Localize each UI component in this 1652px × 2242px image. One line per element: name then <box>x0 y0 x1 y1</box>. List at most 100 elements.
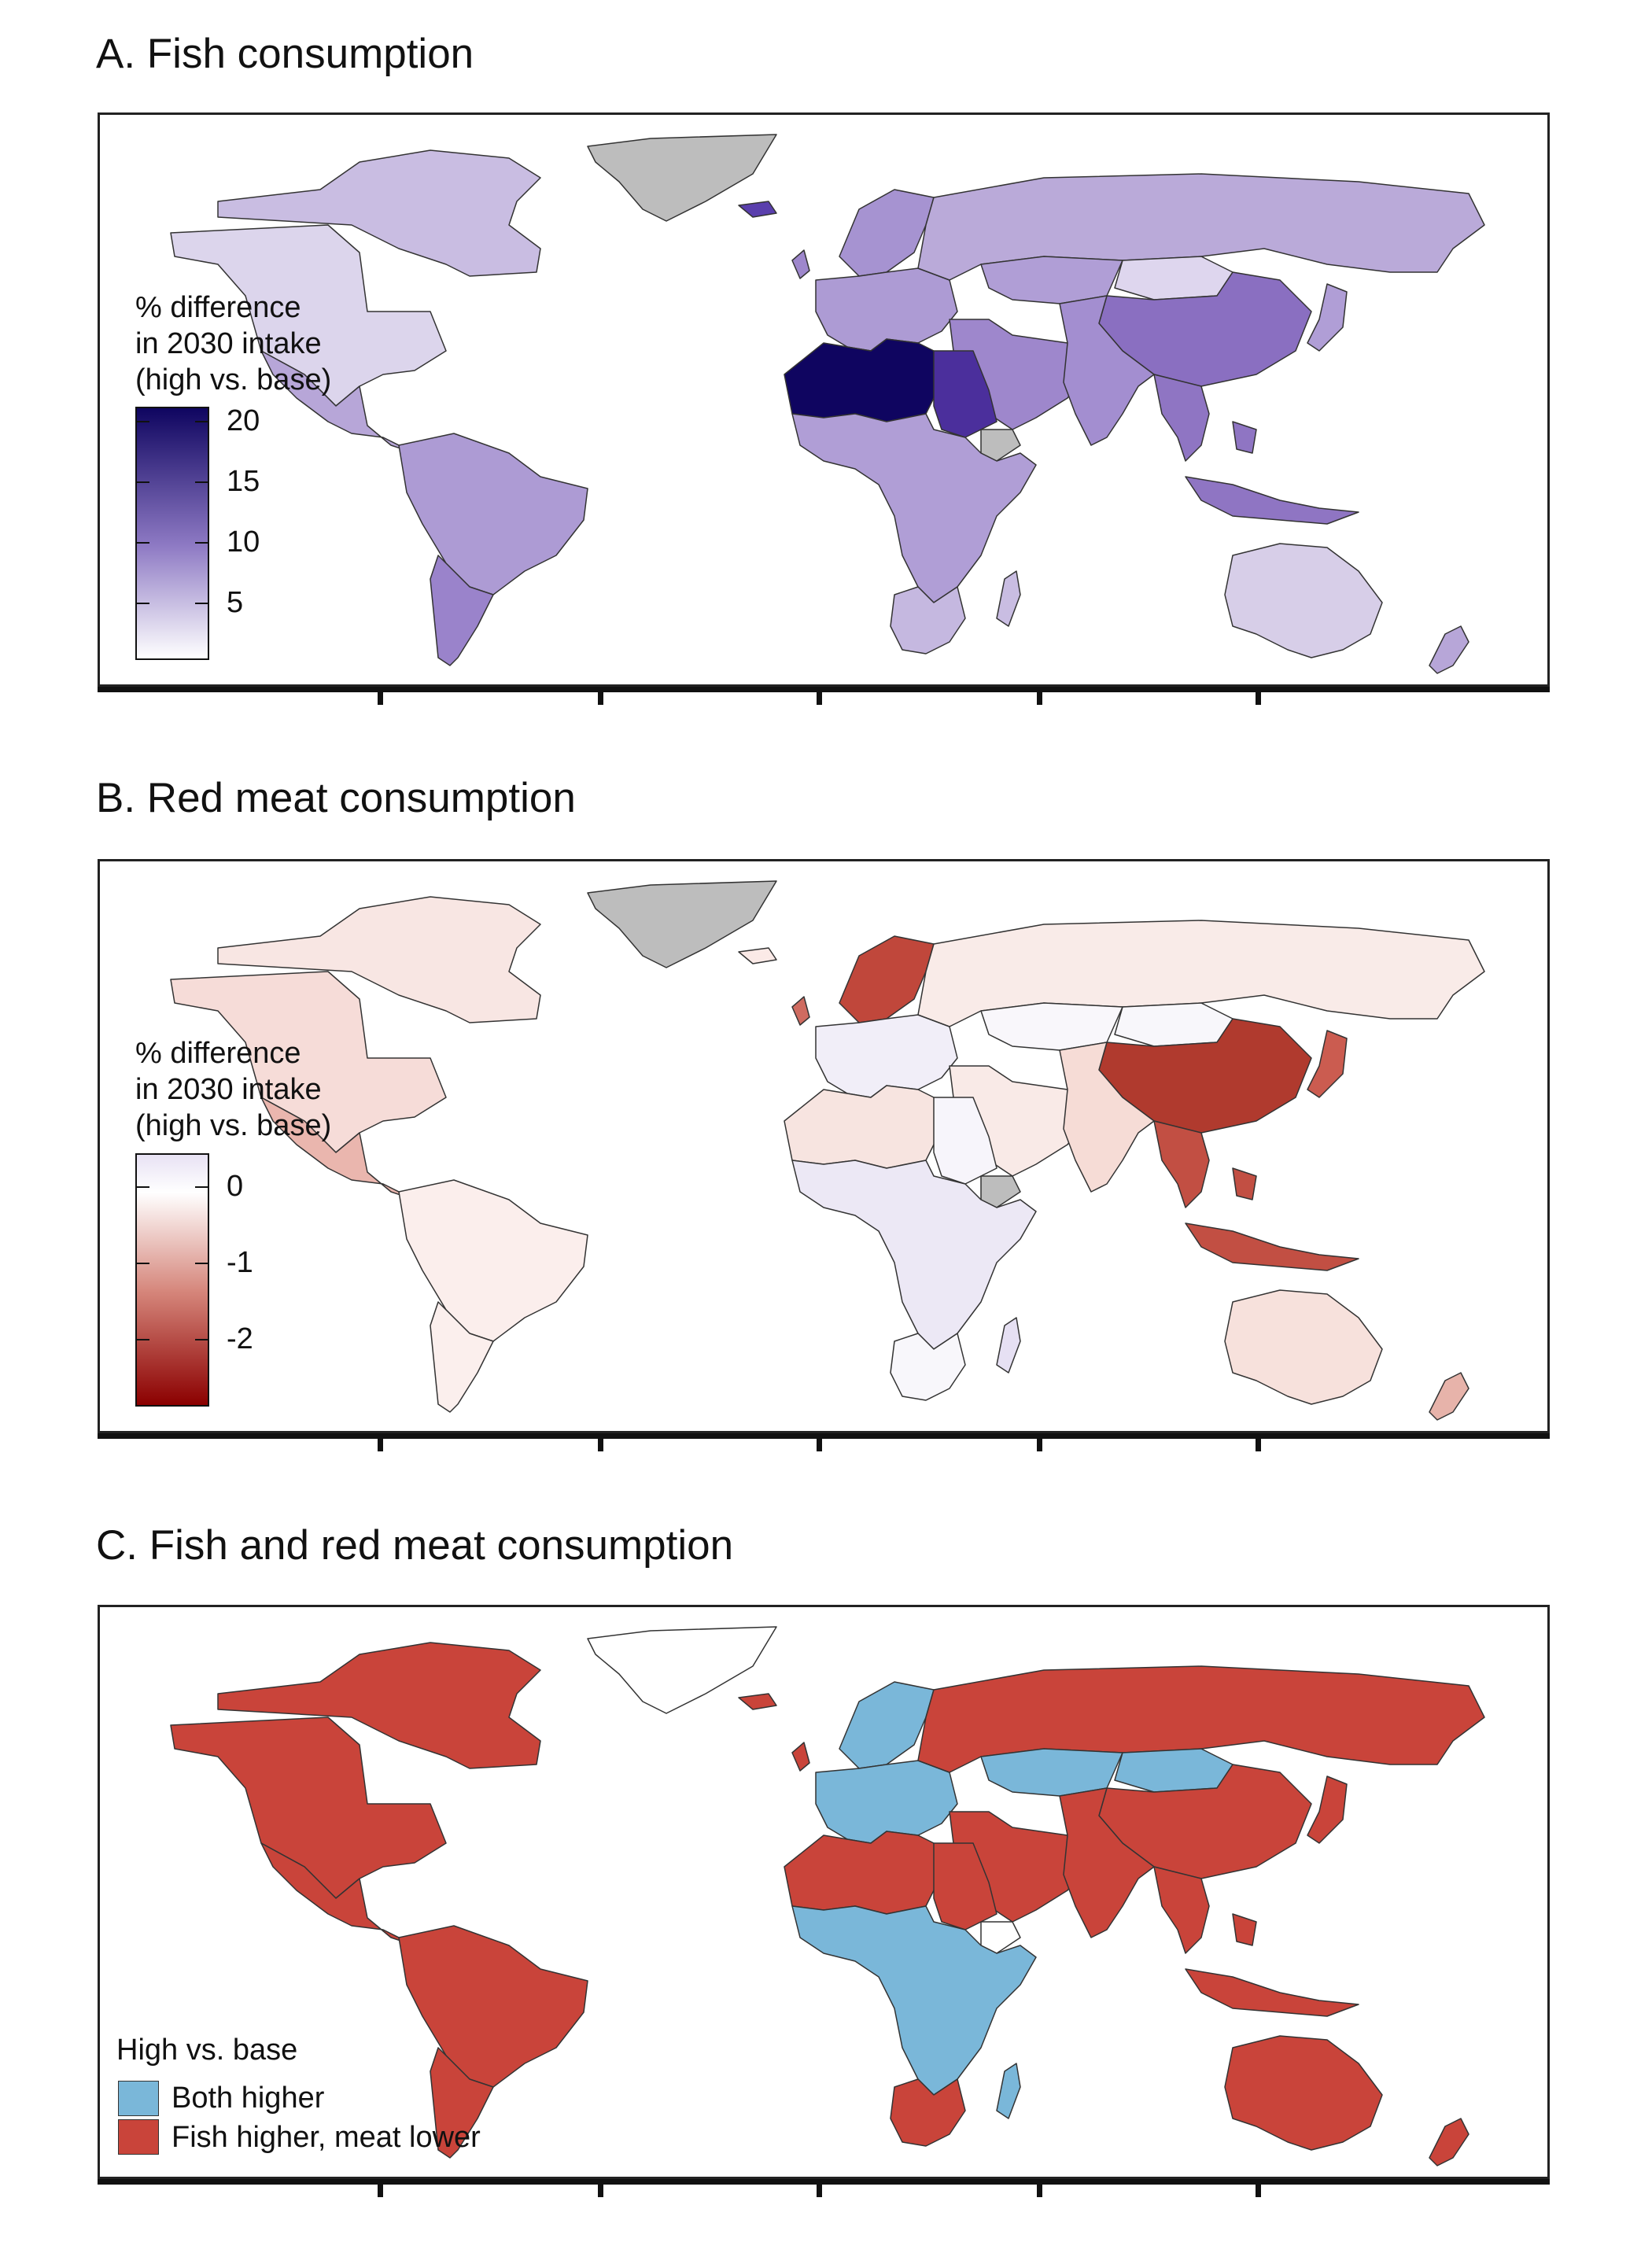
x-axis <box>98 2179 1550 2185</box>
region-southeast-asia <box>1153 1120 1359 1271</box>
x-tick <box>378 2185 383 2197</box>
legend-title-line: in 2030 intake <box>135 327 322 360</box>
region-new-zealand <box>1429 2118 1469 2166</box>
region-south-asia <box>1059 1042 1155 1193</box>
region-new-zealand <box>1429 1372 1469 1421</box>
region-iceland <box>738 201 777 218</box>
region-africa <box>791 1905 1037 2096</box>
region-europe <box>815 1014 958 1098</box>
colorbar <box>135 1153 209 1407</box>
region-southeast-asia <box>1153 1866 1359 2017</box>
region-north-america <box>170 971 447 1153</box>
x-tick <box>378 1439 383 1451</box>
x-tick <box>817 692 822 705</box>
x-tick <box>598 2185 603 2197</box>
region-africa <box>791 1160 1037 1350</box>
region-canada <box>217 149 541 277</box>
region-south-america <box>398 433 588 596</box>
region-iceland <box>738 1693 777 1710</box>
colorbar-label: 0 <box>227 1170 244 1203</box>
region-uk <box>791 996 810 1026</box>
panel-title: B. Red meat consumption <box>96 775 576 821</box>
region-madagascar <box>996 570 1021 627</box>
world-map <box>170 1626 1485 2166</box>
x-tick <box>1037 1439 1042 1451</box>
x-axis <box>98 687 1550 692</box>
legend-title: High vs. base <box>116 2034 298 2067</box>
region-japan <box>1307 1030 1348 1098</box>
region-japan <box>1307 283 1348 352</box>
region-greenland <box>587 134 777 222</box>
region-south-america-south <box>430 2047 494 2159</box>
colorbar <box>135 407 209 660</box>
colorbar-tick <box>195 481 208 483</box>
colorbar-tick <box>195 542 208 544</box>
region-russia <box>917 1665 1485 1773</box>
region-north-africa <box>784 1831 942 1915</box>
colorbar-tick <box>195 1186 208 1188</box>
x-tick <box>1256 2185 1261 2197</box>
region-australia <box>1224 543 1383 658</box>
region-south-america-south <box>430 1301 494 1413</box>
region-europe <box>815 267 958 352</box>
region-canada <box>217 1642 541 1769</box>
colorbar-label: -2 <box>227 1322 253 1355</box>
region-russia <box>917 173 1485 281</box>
region-uk <box>791 249 810 279</box>
x-tick <box>1037 692 1042 705</box>
region-madagascar <box>996 1317 1021 1374</box>
legend-label: Both higher <box>171 2082 325 2115</box>
colorbar-tick <box>137 1339 149 1340</box>
region-south-asia <box>1059 295 1155 446</box>
colorbar-tick <box>195 421 208 422</box>
world-map <box>170 134 1485 674</box>
x-tick <box>1256 692 1261 705</box>
map-frame <box>98 1605 1550 2179</box>
region-south-asia <box>1059 1787 1155 1938</box>
region-south-america-south <box>430 555 494 666</box>
legend-swatch-fish-higher-meat-lower <box>118 2119 159 2155</box>
region-greenland <box>587 1626 777 1714</box>
region-iceland <box>738 947 777 964</box>
legend-title-line: in 2030 intake <box>135 1073 322 1106</box>
region-ethiopia <box>980 1921 1021 1954</box>
region-southern-africa <box>890 586 966 655</box>
region-madagascar <box>996 2063 1021 2119</box>
colorbar-label: 10 <box>227 525 260 559</box>
legend-swatch-both-higher <box>118 2081 159 2116</box>
region-japan <box>1307 1776 1348 1844</box>
x-axis <box>98 1433 1550 1439</box>
region-russia <box>917 920 1485 1027</box>
colorbar-label: -1 <box>227 1246 253 1279</box>
colorbar-tick <box>137 542 149 544</box>
region-mongolia <box>1114 1002 1233 1047</box>
x-tick <box>817 1439 822 1451</box>
region-southeast-asia <box>1153 374 1359 525</box>
region-uk <box>791 1742 810 1772</box>
region-north-africa <box>784 338 942 422</box>
colorbar-tick <box>137 1263 149 1264</box>
map-frame <box>98 859 1550 1433</box>
legend-title: % difference in 2030 intake (high vs. ba… <box>135 1035 331 1144</box>
region-north-america <box>170 224 447 407</box>
x-tick <box>598 1439 603 1451</box>
region-southern-africa <box>890 2078 966 2147</box>
colorbar-tick <box>137 603 149 604</box>
region-ethiopia <box>980 429 1021 462</box>
colorbar-tick <box>137 421 149 422</box>
legend-label: Fish higher, meat lower <box>171 2121 481 2154</box>
legend-title-line: % difference <box>135 291 301 324</box>
region-southern-africa <box>890 1333 966 1401</box>
colorbar-label: 15 <box>227 465 260 498</box>
x-tick <box>378 692 383 705</box>
x-tick <box>817 2185 822 2197</box>
region-ethiopia <box>980 1175 1021 1208</box>
region-south-america <box>398 1925 588 2088</box>
region-greenland <box>587 880 777 968</box>
x-tick <box>598 692 603 705</box>
region-canada <box>217 896 541 1023</box>
legend-title-line: (high vs. base) <box>135 1109 332 1142</box>
panel-title: A. Fish consumption <box>96 31 474 77</box>
world-map <box>170 880 1485 1421</box>
colorbar-tick <box>195 603 208 604</box>
